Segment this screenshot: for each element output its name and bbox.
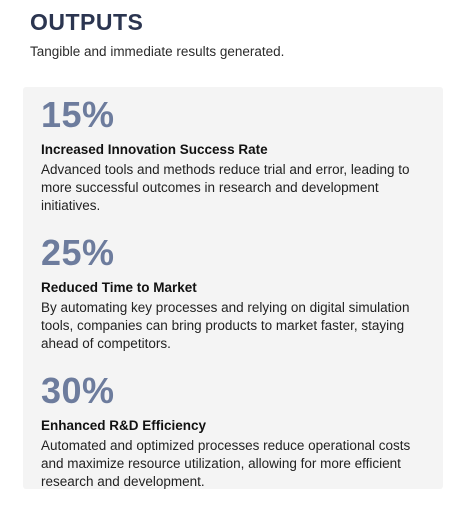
stat-description: Automated and optimized processes reduce… bbox=[41, 438, 411, 489]
stat-item-innovation: 15% Increased Innovation Success Rate Ad… bbox=[41, 95, 425, 215]
section-subtitle: Tangible and immediate results generated… bbox=[30, 44, 285, 59]
stat-value: 30% bbox=[41, 370, 115, 411]
stat-heading: Enhanced R&D Efficiency bbox=[41, 418, 207, 433]
section-title: OUTPUTS bbox=[30, 9, 144, 35]
outputs-card: 15% Increased Innovation Success Rate Ad… bbox=[23, 87, 443, 489]
stat-item-time-to-market: 25% Reduced Time to Market By automating… bbox=[41, 233, 425, 353]
stat-item-rd-efficiency: 30% Enhanced R&D Efficiency Automated an… bbox=[41, 371, 425, 491]
stat-value: 15% bbox=[41, 94, 115, 135]
stat-value: 25% bbox=[41, 232, 115, 273]
stat-description: Advanced tools and methods reduce trial … bbox=[41, 162, 410, 213]
stat-description: By automating key processes and relying … bbox=[41, 300, 410, 351]
stat-heading: Reduced Time to Market bbox=[41, 280, 197, 295]
stat-heading: Increased Innovation Success Rate bbox=[41, 142, 268, 157]
